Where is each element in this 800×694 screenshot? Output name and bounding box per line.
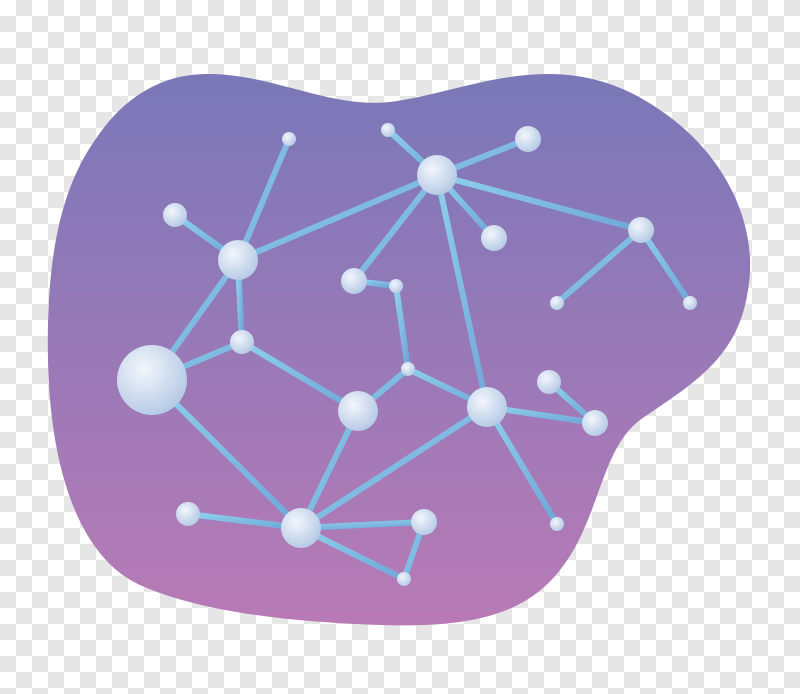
network-node	[338, 391, 378, 431]
network-node	[381, 123, 395, 137]
network-node	[401, 362, 415, 376]
network-edge	[351, 172, 440, 284]
network-edge	[235, 172, 440, 263]
network-edge	[239, 339, 361, 414]
network-node	[230, 330, 254, 354]
network-node	[582, 410, 608, 436]
network-edge	[235, 136, 292, 263]
network-edge	[554, 227, 644, 306]
network-node	[481, 225, 507, 251]
network-edge	[638, 227, 693, 306]
network-node	[537, 370, 561, 394]
network-node	[397, 572, 411, 586]
network-node	[389, 279, 403, 293]
network-node	[282, 132, 296, 146]
network-node	[218, 240, 258, 280]
network-node	[281, 508, 321, 548]
network-edge	[484, 404, 560, 527]
network-node	[683, 296, 697, 310]
network-edge	[298, 408, 361, 531]
network-edge	[298, 404, 490, 531]
network-edge	[298, 519, 427, 531]
network-node	[467, 387, 507, 427]
network-edge	[393, 283, 411, 372]
network-node	[550, 296, 564, 310]
network-nodes	[117, 123, 697, 586]
network-node	[417, 155, 457, 195]
network-node	[515, 126, 541, 152]
network-node	[341, 268, 367, 294]
network-edge	[434, 172, 644, 233]
network-node	[163, 203, 187, 227]
network-node	[628, 217, 654, 243]
network-node	[176, 502, 200, 526]
network-node	[117, 345, 187, 415]
network-node	[411, 509, 437, 535]
network-node	[550, 517, 564, 531]
network-edge	[149, 377, 304, 531]
network-edge	[434, 172, 490, 410]
